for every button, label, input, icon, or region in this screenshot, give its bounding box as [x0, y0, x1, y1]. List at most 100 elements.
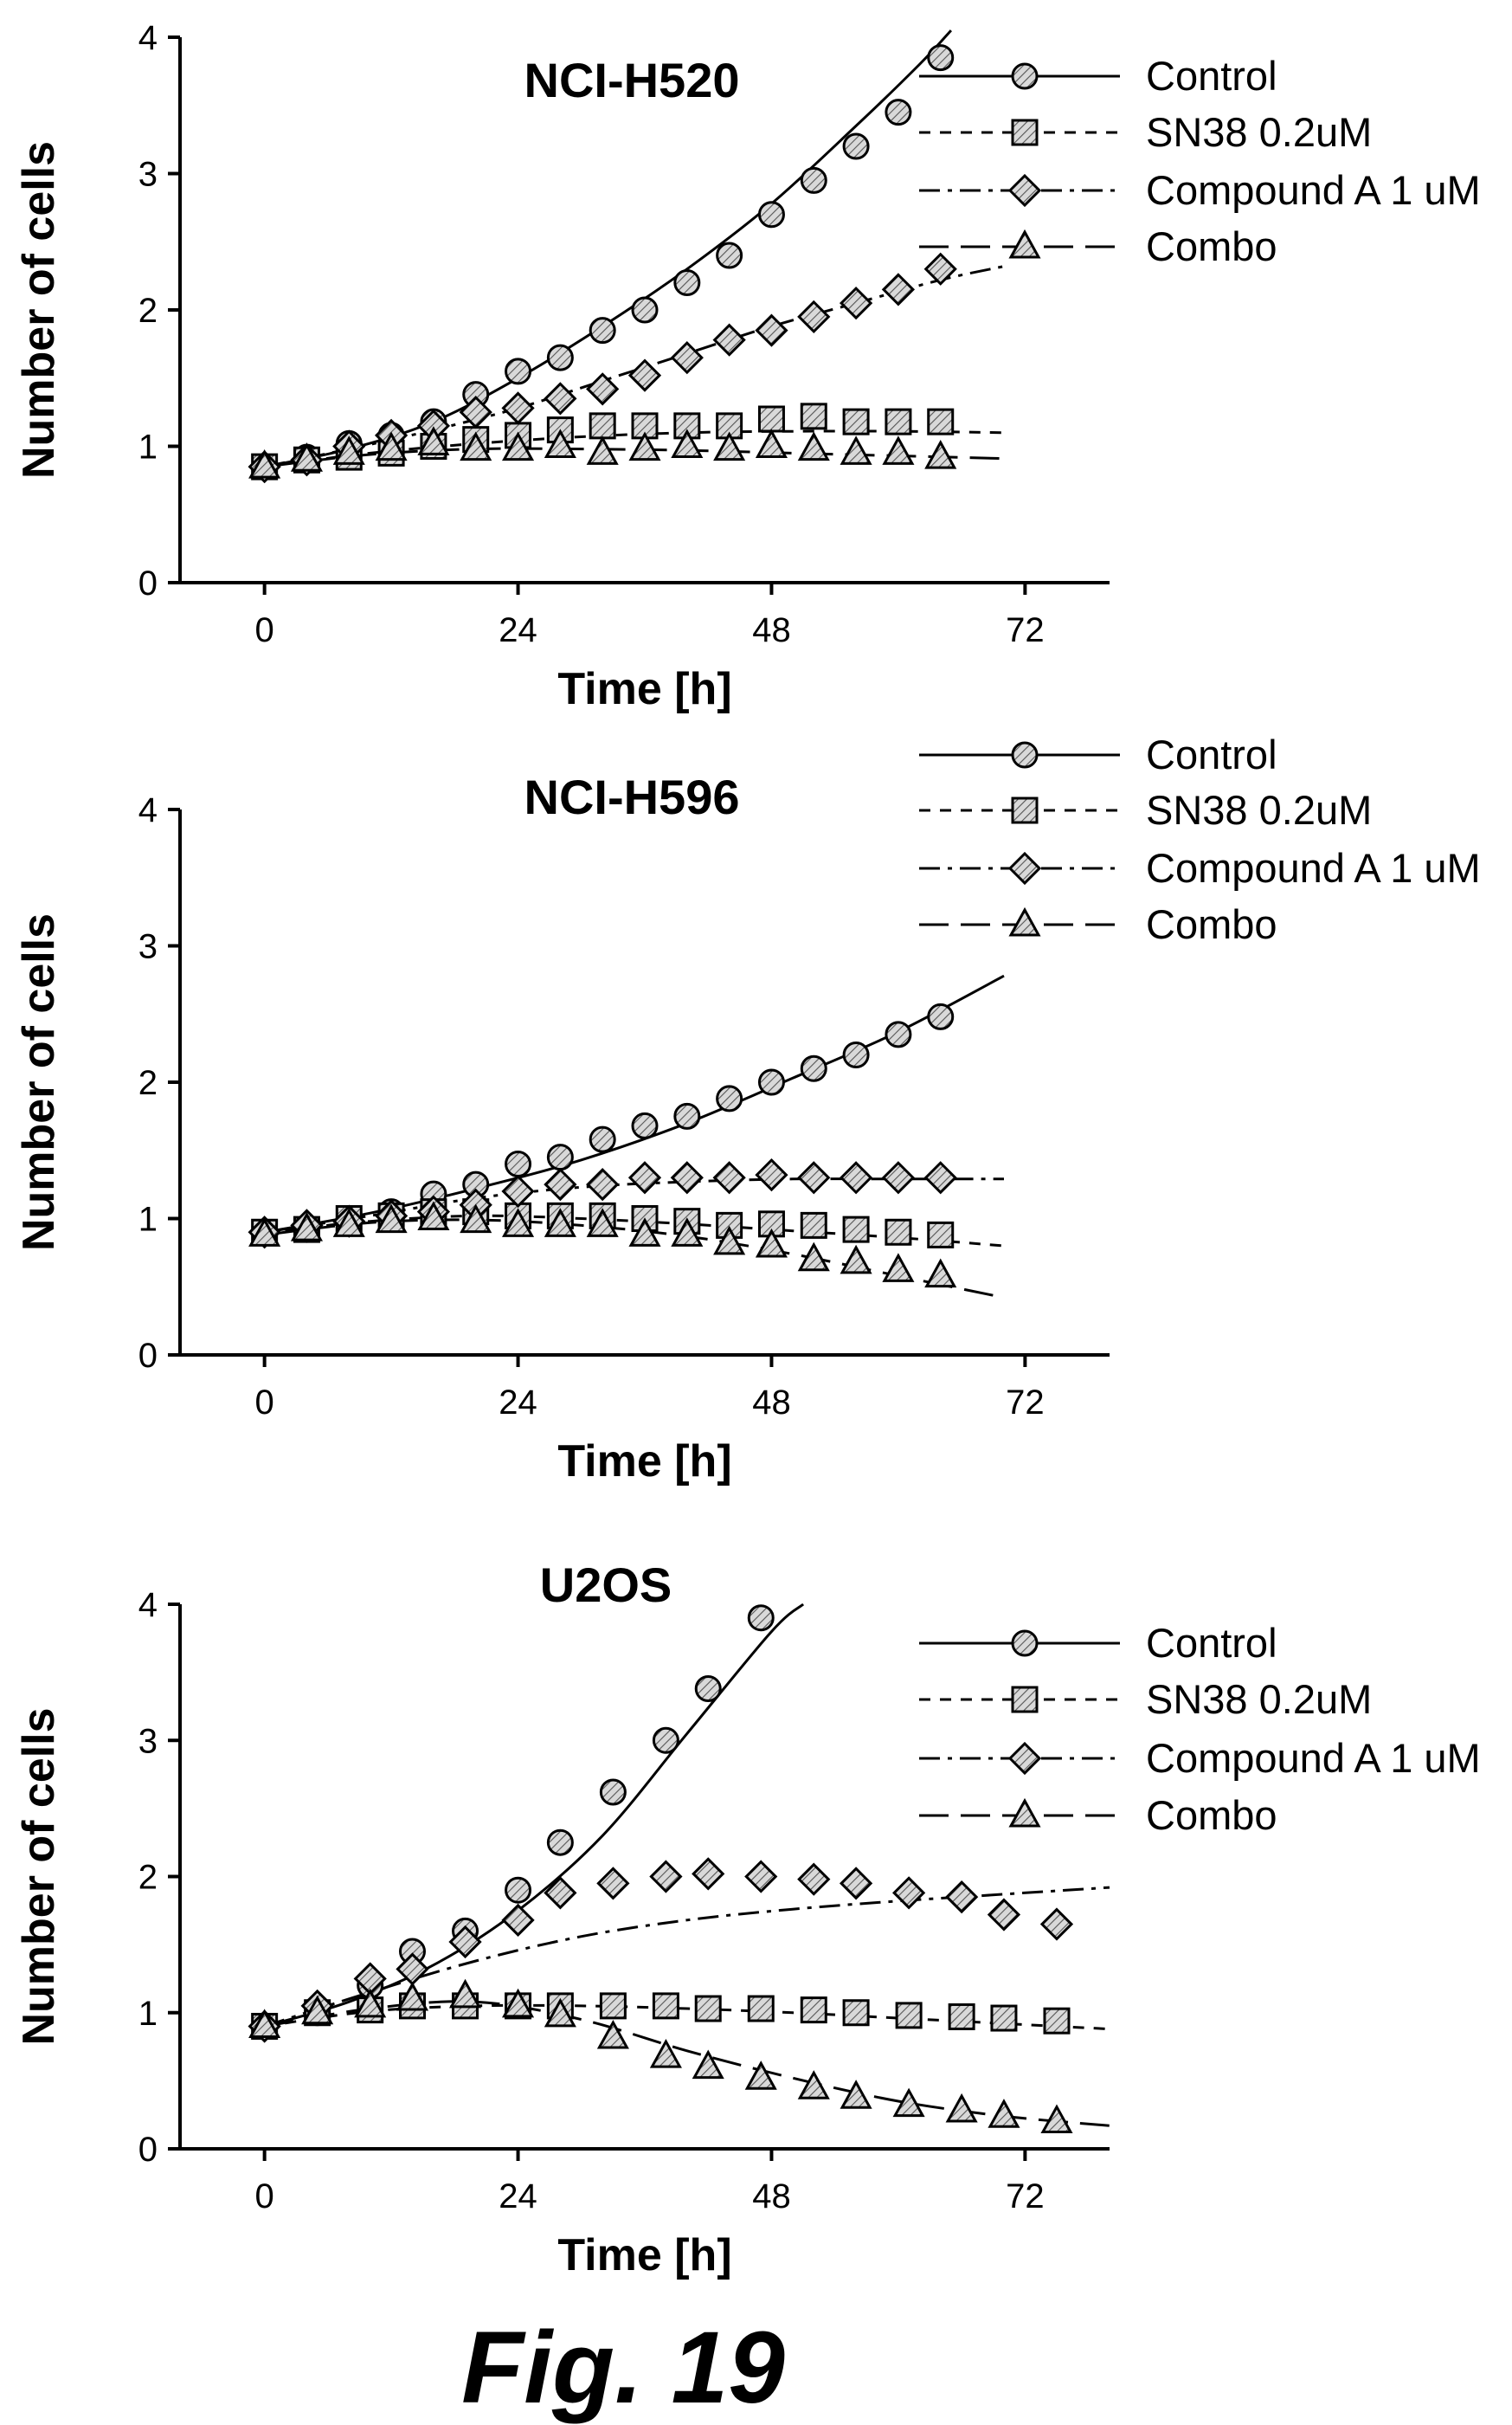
x-tick-label: 24 [499, 1383, 537, 1422]
data-point-triangle [797, 431, 830, 461]
data-point-circle [716, 1085, 743, 1113]
data-point-triangle [332, 435, 365, 465]
data-point-diamond [744, 1860, 778, 1893]
data-point-triangle [628, 1217, 661, 1247]
data-point-diamond [755, 313, 788, 347]
data-point-diamond [712, 323, 746, 357]
data-point-diamond [797, 1862, 831, 1896]
y-axis-title: Number of cells [14, 1707, 64, 2045]
data-point-triangle [248, 2009, 281, 2038]
figure-caption: Fig. 19 [461, 2311, 785, 2425]
data-point-triangle [586, 435, 619, 465]
data-point-diamond [670, 1161, 704, 1195]
legend-marker-square [1011, 797, 1039, 824]
data-point-square [842, 408, 870, 435]
x-tick-label: 0 [255, 2177, 274, 2215]
data-point-triangle [713, 431, 746, 461]
data-point-circle [652, 1726, 679, 1754]
y-tick-label: 4 [138, 19, 158, 57]
series-line-triangle [264, 2000, 1110, 2127]
legend-marker-square [1011, 119, 1039, 146]
data-point-triangle [945, 2093, 978, 2123]
data-point-triangle [797, 2070, 830, 2099]
data-point-circle [505, 358, 532, 385]
x-tick-label: 72 [1006, 2177, 1045, 2215]
x-tick-label: 72 [1006, 1383, 1045, 1422]
data-point-circle [631, 296, 659, 324]
data-point-diamond [544, 1168, 577, 1202]
data-point-diamond [448, 1925, 482, 1959]
data-point-circle [673, 1102, 701, 1130]
legend-label: Compound A 1 uM [1146, 845, 1481, 891]
y-tick-label: 3 [138, 156, 158, 194]
data-point-square [589, 412, 616, 440]
x-tick-label: 48 [752, 1383, 791, 1422]
legend-label: SN38 0.2uM [1146, 1676, 1372, 1722]
legend-label: Control [1146, 1620, 1277, 1666]
data-point-triangle [840, 1244, 872, 1274]
legend: Control SN38 0.2uM Compound A 1 uM Combo [919, 53, 1481, 269]
data-point-triangle [924, 439, 957, 469]
data-point-triangle [417, 1201, 450, 1230]
data-point-square [747, 1995, 775, 2022]
data-point-square [800, 403, 827, 430]
legend-marker-diamond [1007, 851, 1042, 886]
data-point-triangle [671, 1217, 704, 1247]
data-point-circle [927, 44, 955, 72]
y-tick-label: 4 [138, 791, 158, 829]
y-tick-label: 2 [138, 292, 158, 330]
legend-label: Control [1146, 53, 1277, 99]
legend-label: Combo [1146, 901, 1277, 947]
data-point-triangle [502, 1208, 535, 1237]
data-point-circle [842, 1042, 870, 1068]
data-point-circle [694, 1674, 722, 1702]
data-point-square [652, 1992, 679, 2020]
data-point-diamond [459, 396, 492, 429]
y-tick-label: 1 [138, 1995, 158, 2033]
data-point-diamond [945, 1880, 979, 1914]
y-tick-label: 2 [138, 1859, 158, 1897]
data-point-circle [589, 317, 616, 345]
y-tick-label: 1 [138, 429, 158, 467]
legend-marker-triangle [1008, 1797, 1041, 1828]
data-point-triangle [744, 2061, 777, 2090]
data-point-triangle [544, 1208, 576, 1237]
y-tick-label: 3 [138, 1722, 158, 1760]
data-point-circle [842, 132, 870, 160]
series-line-square [264, 2003, 1110, 2031]
data-point-triangle [448, 1978, 482, 2009]
data-point-circle [716, 242, 743, 269]
legend-marker-square [1011, 1686, 1039, 1713]
data-point-diamond [923, 252, 957, 286]
data-point-diamond [881, 273, 916, 306]
data-point-diamond [797, 1161, 831, 1195]
x-tick-label: 24 [499, 2177, 537, 2215]
data-point-diamond [839, 287, 873, 320]
data-point-triangle [502, 1988, 535, 2018]
data-point-diamond [596, 1867, 630, 1900]
data-point-circle [505, 1151, 532, 1177]
data-point-triangle [460, 1203, 492, 1234]
data-point-triangle [692, 2049, 724, 2080]
legend-label: SN38 0.2uM [1146, 109, 1372, 155]
data-point-triangle [892, 2087, 925, 2118]
y-axis-title: Number of cells [14, 141, 64, 479]
chart-title: NCI-H520 [524, 53, 740, 107]
x-tick-label: 48 [752, 611, 791, 649]
x-tick-label: 48 [752, 2177, 791, 2215]
data-point-triangle [713, 1225, 746, 1255]
series-line-circle [264, 1603, 805, 2028]
y-tick-label: 4 [138, 1586, 158, 1624]
data-point-circle [546, 344, 574, 371]
y-tick-label: 0 [138, 2131, 158, 2169]
y-tick-label: 0 [138, 564, 158, 603]
legend-marker-triangle [1008, 906, 1041, 937]
data-point-triangle [248, 449, 281, 479]
data-point-square [631, 1205, 659, 1232]
data-point-diamond [881, 1161, 916, 1195]
data-point-triangle [301, 1995, 334, 2025]
data-point-triangle [248, 1217, 281, 1247]
data-point-square [927, 408, 955, 435]
data-point-triangle [797, 1242, 830, 1272]
